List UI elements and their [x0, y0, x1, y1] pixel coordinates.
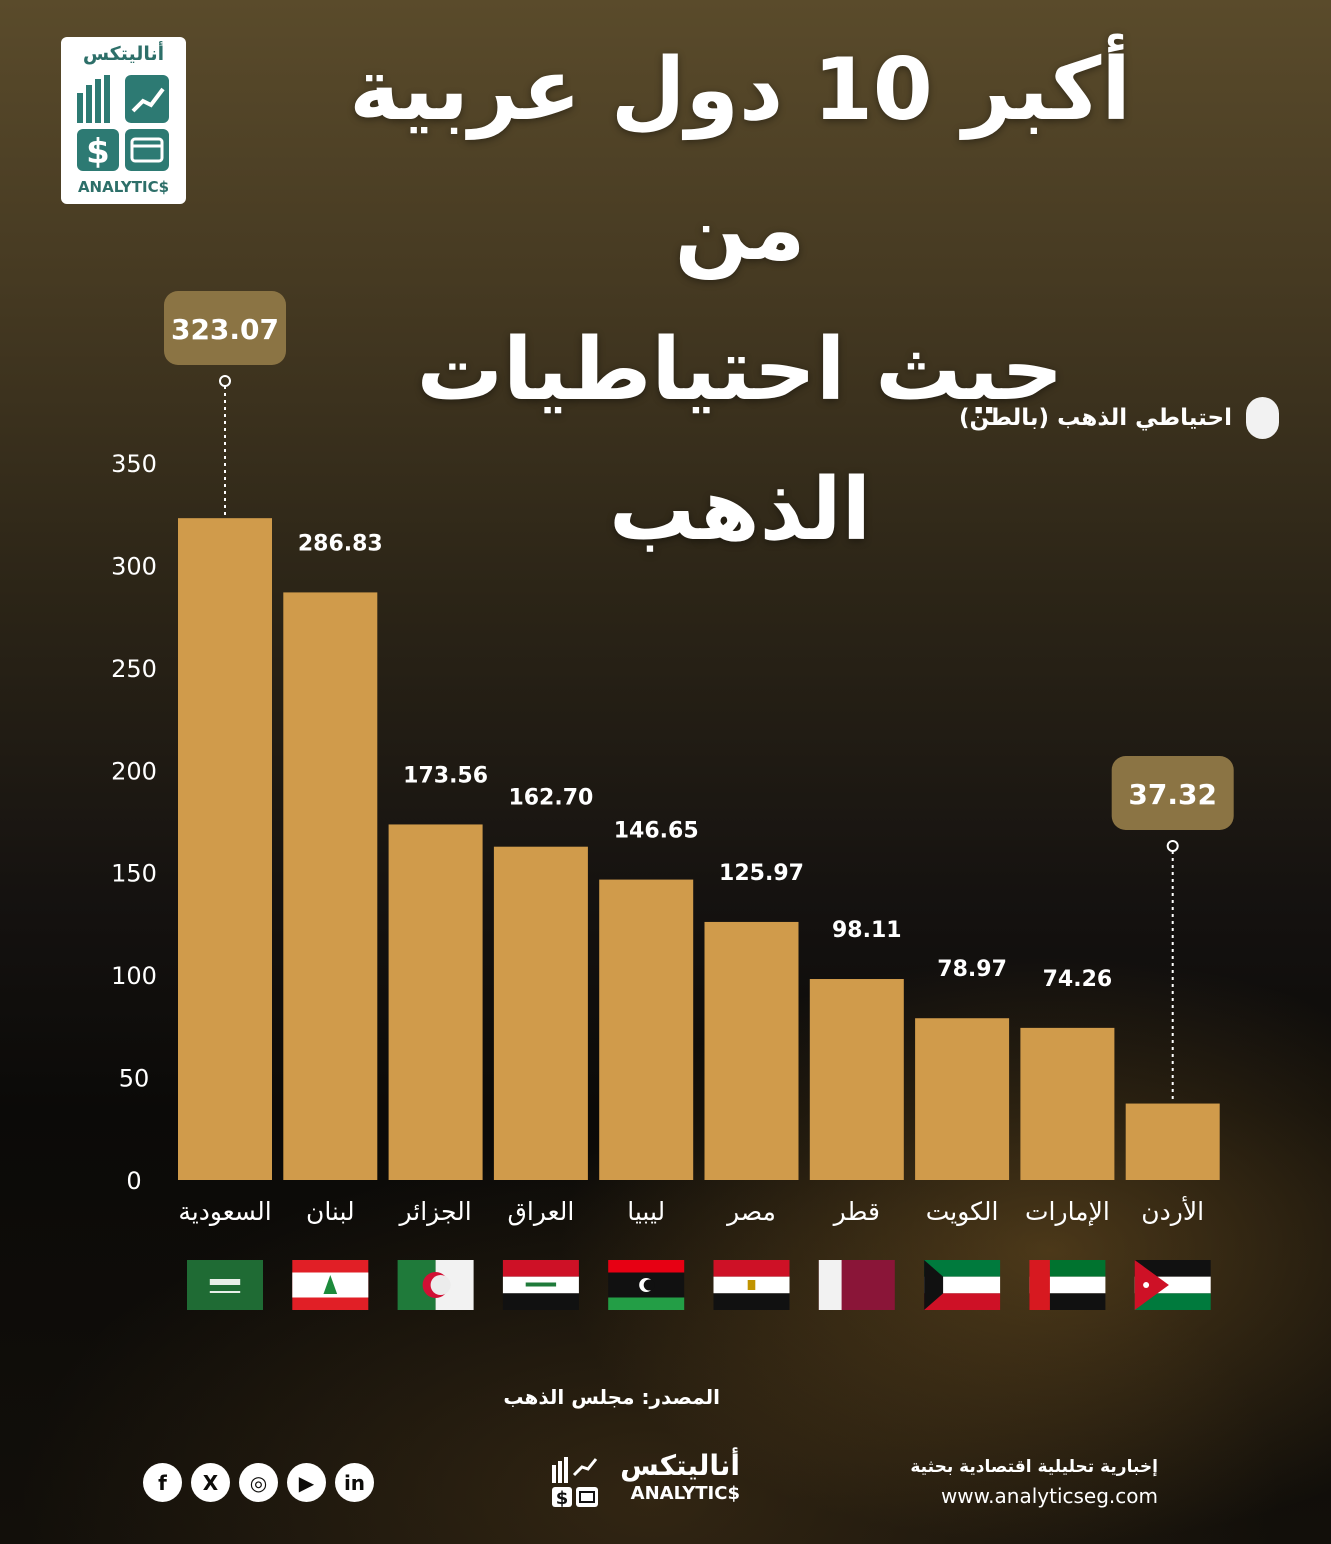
- bar-8: [915, 1018, 1010, 1180]
- iraq-flag-icon: [502, 1260, 579, 1310]
- saudi-flag-icon: [187, 1260, 263, 1310]
- algeria-flag-icon: [397, 1260, 474, 1310]
- kuwait-flag-icon: [924, 1260, 1001, 1310]
- title-line-2: حيث احتياطيات الذهب: [416, 320, 1064, 560]
- logo-text-ar: أناليتكس: [82, 43, 165, 65]
- logo: أناليتكس $ ANALYTIC$: [61, 37, 186, 204]
- footer-brand: $ أناليتكس ANALYTIC$: [550, 1449, 740, 1513]
- lebanon-flag-icon: [292, 1260, 369, 1310]
- bar-3: [388, 824, 483, 1180]
- social-links: f X ◎ ▶ in: [143, 1463, 374, 1502]
- value-label: 98.11: [832, 918, 902, 943]
- x-icon[interactable]: X: [191, 1463, 230, 1502]
- bar-1: [178, 518, 272, 1180]
- y-tick-label: 0: [126, 1167, 141, 1195]
- logo-text-en: ANALYTIC$: [77, 178, 170, 196]
- callout-box: [1111, 756, 1234, 830]
- qatar-flag-icon: [818, 1260, 895, 1310]
- footer-brand-en: ANALYTIC$: [630, 1483, 740, 1504]
- linkedin-icon[interactable]: in: [335, 1463, 374, 1502]
- value-label: 74.26: [1043, 967, 1113, 992]
- value-label: 162.70: [508, 786, 593, 811]
- category-label: الإمارات: [1025, 1197, 1110, 1226]
- bar-4: [493, 846, 588, 1180]
- legend-label: احتياطي الذهب (بالطن): [959, 405, 1232, 431]
- y-tick-label: 50: [119, 1065, 150, 1093]
- value-label: 286.83: [298, 531, 383, 556]
- y-tick-label: 300: [111, 552, 157, 580]
- legend-swatch: [1246, 397, 1279, 439]
- value-label: 323.07: [171, 313, 279, 346]
- bar-9: [1020, 1027, 1115, 1180]
- category-label: لبنان: [306, 1197, 355, 1226]
- callout-dot: [1166, 840, 1179, 852]
- callout-box: [164, 291, 286, 365]
- footer-logo-icon: $: [552, 1457, 598, 1509]
- footer-brand-ar: أناليتكس: [620, 1449, 740, 1482]
- category-label: الجزائر: [397, 1197, 471, 1226]
- value-label: 125.97: [719, 861, 804, 886]
- callout-dot: [219, 375, 231, 387]
- value-label: 146.65: [614, 819, 699, 844]
- bar-10: [1125, 1103, 1220, 1180]
- bar-6: [704, 921, 799, 1180]
- y-tick-label: 100: [111, 962, 157, 990]
- y-tick-label: 200: [111, 757, 157, 785]
- bar-5: [599, 879, 694, 1180]
- category-label: قطر: [832, 1197, 880, 1226]
- logo-icon: $: [77, 75, 169, 172]
- title-line-1: أكبر 10 دول عربية من: [349, 40, 1131, 280]
- legend: احتياطي الذهب (بالطن): [959, 397, 1279, 439]
- facebook-icon[interactable]: f: [143, 1463, 182, 1502]
- value-label: 37.32: [1128, 778, 1217, 811]
- category-label: السعودية: [178, 1197, 271, 1226]
- category-label: ليبيا: [627, 1197, 665, 1226]
- source-note: المصدر: مجلس الذهب: [503, 1385, 720, 1409]
- bar-2: [283, 592, 378, 1180]
- category-label: مصر: [725, 1197, 776, 1226]
- tagline: إخبارية تحليلية اقتصادية بحثية: [910, 1457, 1158, 1477]
- category-label: العراق: [508, 1197, 575, 1226]
- uae-flag-icon: [1029, 1260, 1106, 1310]
- libya-flag-icon: [608, 1260, 685, 1310]
- value-label: 78.97: [937, 957, 1007, 982]
- jordan-flag-icon: [1134, 1260, 1211, 1310]
- y-tick-label: 250: [111, 655, 157, 683]
- bar-7: [809, 979, 904, 1180]
- svg-text:$: $: [86, 132, 110, 172]
- youtube-icon[interactable]: ▶: [287, 1463, 326, 1502]
- instagram-icon[interactable]: ◎: [239, 1463, 278, 1502]
- page-title: أكبر 10 دول عربية من حيث احتياطيات الذهب: [300, 20, 1180, 580]
- website-link[interactable]: www.analyticseg.com: [940, 1484, 1158, 1508]
- category-label: الأردن: [1141, 1195, 1204, 1226]
- category-label: الكويت: [926, 1197, 999, 1226]
- egypt-flag-icon: [713, 1260, 790, 1310]
- svg-text:$: $: [556, 1488, 569, 1509]
- y-tick-label: 350: [111, 450, 157, 478]
- value-label: 173.56: [403, 763, 488, 788]
- y-tick-label: 150: [111, 860, 157, 888]
